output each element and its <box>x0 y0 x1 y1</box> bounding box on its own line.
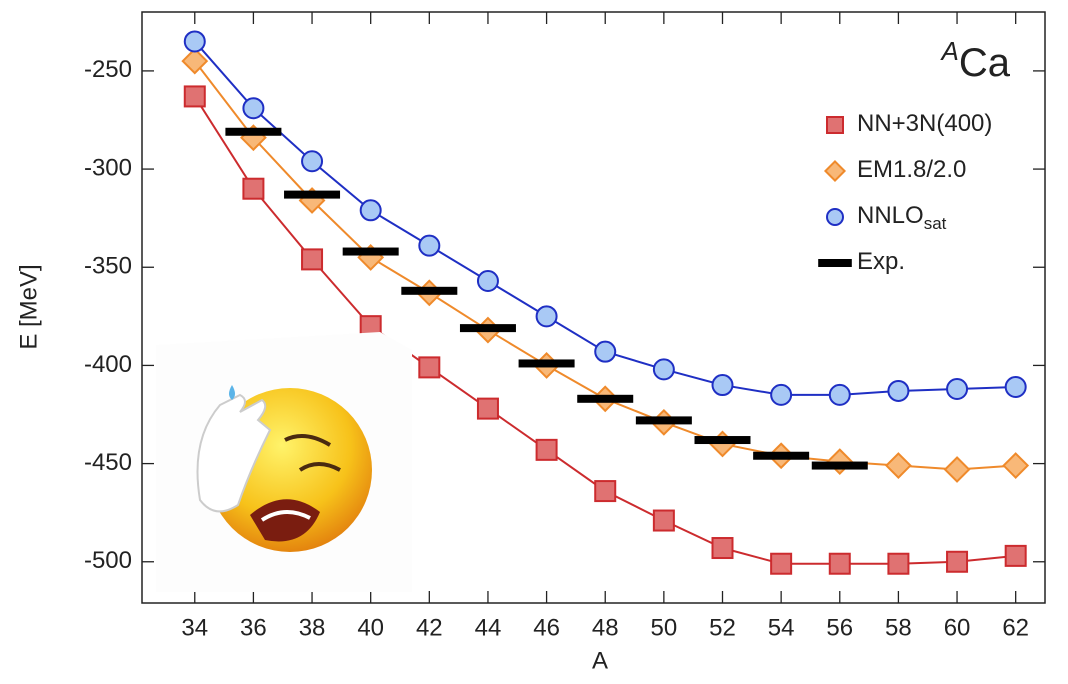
circle-marker <box>888 381 908 401</box>
circle-marker <box>185 31 205 51</box>
y-tick-label: -450 <box>84 449 132 476</box>
legend-label-sub: sat <box>924 214 947 233</box>
diamond-marker <box>945 457 969 481</box>
emoji-overlay <box>156 332 412 592</box>
x-tick-label: 58 <box>885 614 912 641</box>
x-tick-label: 50 <box>651 614 678 641</box>
circle-marker <box>654 359 674 379</box>
legend-label: NN+3N(400) <box>857 110 992 137</box>
legend-label: NNLOsat <box>857 202 947 233</box>
x-tick-label: 42 <box>416 614 443 641</box>
square-marker <box>185 86 205 106</box>
dash-marker <box>812 462 868 470</box>
legend-label-name: NNLO <box>857 202 924 229</box>
legend: NN+3N(400) EM1.8/2.0 NNLOsat Exp. <box>818 110 992 275</box>
x-tick-label: 62 <box>1002 614 1029 641</box>
y-tick-label: -400 <box>84 351 132 378</box>
circle-marker <box>419 236 439 256</box>
square-marker <box>537 440 557 460</box>
x-tick-label: 40 <box>357 614 384 641</box>
circle-marker <box>537 306 557 326</box>
square-marker <box>478 399 498 419</box>
dash-marker <box>284 191 340 199</box>
square-marker <box>243 179 263 199</box>
chart: E [MeV] A ACa NN+3N(400)EM1.8/2.0NNLOsat… <box>0 0 1068 684</box>
x-tick-label: 34 <box>181 614 208 641</box>
square-marker <box>713 538 733 558</box>
y-tick-label: -500 <box>84 547 132 574</box>
x-tick-label: 38 <box>299 614 326 641</box>
dash-marker <box>343 248 399 256</box>
legend-marker <box>827 209 843 225</box>
dash-marker <box>460 324 516 332</box>
diamond-marker <box>183 49 207 73</box>
square-marker <box>595 481 615 501</box>
legend-marker <box>825 161 844 180</box>
annotation-text: Ca <box>959 41 1011 85</box>
square-marker <box>888 554 908 574</box>
square-marker <box>654 511 674 531</box>
square-marker <box>1006 546 1026 566</box>
dash-marker <box>519 359 575 367</box>
x-tick-label: 60 <box>944 614 971 641</box>
x-tick-label: 36 <box>240 614 267 641</box>
legend-label: Exp. <box>857 248 905 275</box>
y-axis-label: E [MeV] <box>15 264 42 349</box>
square-marker <box>302 249 322 269</box>
circle-marker <box>243 98 263 118</box>
dash-marker <box>577 395 633 403</box>
y-tick-label: -350 <box>84 253 132 280</box>
square-marker <box>419 357 439 377</box>
dash-marker <box>225 128 281 136</box>
x-tick-label: 48 <box>592 614 619 641</box>
circle-marker <box>947 379 967 399</box>
x-tick-label: 52 <box>709 614 736 641</box>
square-marker <box>947 552 967 572</box>
annotation-superscript: A <box>940 36 959 66</box>
legend-label-name: Exp. <box>857 248 905 275</box>
diamond-marker <box>886 454 910 478</box>
x-axis-label: A <box>592 647 608 674</box>
circle-marker <box>302 151 322 171</box>
diamond-marker <box>1004 454 1028 478</box>
circle-marker <box>771 385 791 405</box>
x-tick-label: 54 <box>768 614 795 641</box>
dash-marker <box>753 452 809 460</box>
circle-marker <box>830 385 850 405</box>
circle-marker <box>361 200 381 220</box>
legend-label-name: NN+3N(400) <box>857 110 992 137</box>
legend-label: EM1.8/2.0 <box>857 156 966 183</box>
circle-marker <box>478 271 498 291</box>
dash-marker <box>401 287 457 295</box>
circle-marker <box>595 342 615 362</box>
legend-label-name: EM1.8/2.0 <box>857 156 966 183</box>
y-tick-label: -250 <box>84 56 132 83</box>
square-marker <box>771 554 791 574</box>
legend-marker <box>818 259 852 267</box>
circle-marker <box>713 375 733 395</box>
square-marker <box>830 554 850 574</box>
x-tick-label: 56 <box>826 614 853 641</box>
annotation: ACa <box>940 36 1011 85</box>
legend-marker <box>827 117 843 133</box>
dash-marker <box>636 416 692 424</box>
y-tick-label: -300 <box>84 154 132 181</box>
x-tick-label: 44 <box>475 614 502 641</box>
dash-marker <box>695 436 751 444</box>
x-tick-label: 46 <box>533 614 560 641</box>
circle-marker <box>1006 377 1026 397</box>
